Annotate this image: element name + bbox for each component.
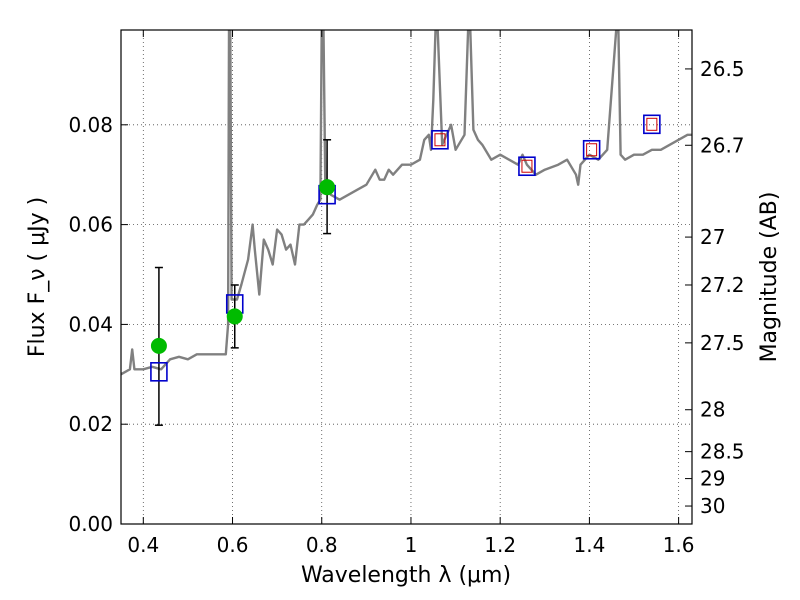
grid-lines xyxy=(121,30,692,524)
model-photometry-inner-square xyxy=(646,117,658,131)
x-tick-label: 1.6 xyxy=(663,533,695,557)
right-tick-label: 28 xyxy=(700,398,725,422)
plot-frame xyxy=(120,29,693,525)
right-tick-label: 28.5 xyxy=(700,440,745,464)
model-spectrum-line xyxy=(121,30,692,376)
y-tick-label: 0.08 xyxy=(68,113,113,137)
model-photometry-inner-square xyxy=(586,143,598,157)
x-tick-label: 0.8 xyxy=(306,533,338,557)
model-photometry-square xyxy=(518,156,536,177)
x-tick-label: 1.2 xyxy=(484,533,516,557)
observed-flux-point xyxy=(150,337,167,354)
x-axis-label: Wavelength λ (μm) xyxy=(301,563,511,588)
x-tick-label: 1.4 xyxy=(573,533,605,557)
y-tick-label: 0.02 xyxy=(68,412,113,436)
y-tick-label: 0.06 xyxy=(68,213,113,237)
data-layer xyxy=(121,30,692,426)
x-tick-label: 0.6 xyxy=(217,533,249,557)
y-tick-label: 0.00 xyxy=(68,512,113,536)
y-tick-label: 0.04 xyxy=(68,312,113,336)
model-photometry-square xyxy=(643,114,661,135)
right-axis-label: Magnitude (AB) xyxy=(757,192,782,363)
x-tick-label: 1 xyxy=(405,533,418,557)
axes: 0.4 0.6 0.8 1 1.2 1.4 1.6 0.00 0.02 0.04 0.06 0.08 2… xyxy=(68,29,745,557)
right-tick-label: 26.7 xyxy=(700,133,745,157)
right-tick-label: 27.5 xyxy=(700,331,745,355)
x-tick-label: 0.4 xyxy=(127,533,159,557)
y-axis-label: Flux F_ν ( μJy ) xyxy=(25,197,50,357)
model-photometry-square xyxy=(150,362,168,382)
observed-flux-point xyxy=(226,308,243,325)
model-photometry-square xyxy=(582,139,601,160)
model-photometry-inner-square xyxy=(521,159,533,173)
right-tick-label: 27.2 xyxy=(700,273,745,297)
right-tick-label: 27 xyxy=(700,225,725,249)
right-tick-label: 26.5 xyxy=(700,57,745,81)
model-photometry-inner-square xyxy=(434,133,446,147)
observed-flux-point xyxy=(319,179,336,196)
right-tick-label: 29 xyxy=(700,467,725,491)
model-photometry-square xyxy=(431,129,449,150)
right-tick-label: 30 xyxy=(700,494,725,518)
